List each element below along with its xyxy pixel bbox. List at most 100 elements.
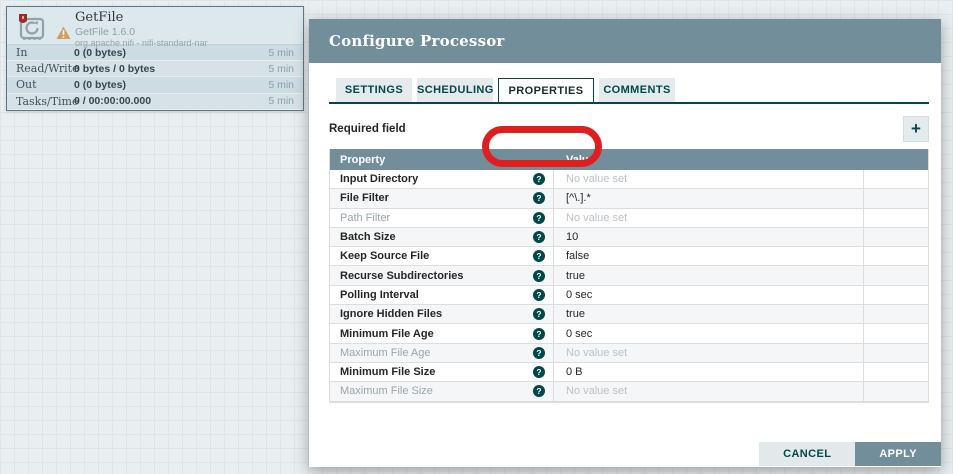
help-icon[interactable] <box>533 269 545 282</box>
property-row-extra <box>864 305 928 323</box>
property-value[interactable]: 0 sec <box>554 285 864 305</box>
dialog-tabbar: SETTINGS SCHEDULING PROPERTIES COMMENTS <box>329 78 929 104</box>
processor-stats: In 0 (0 bytes) 5 min Read/Write 0 bytes … <box>7 45 303 110</box>
column-header-value: Value <box>566 153 595 166</box>
tab-label: PROPERTIES <box>508 85 584 97</box>
processor-bundle: org.apache.nifi - nifi-standard-nar <box>75 38 208 48</box>
help-icon[interactable] <box>533 250 545 263</box>
property-row-extra <box>864 228 928 246</box>
property-row[interactable]: Keep Source File false <box>330 247 928 267</box>
property-value[interactable]: No value set <box>554 343 864 362</box>
processor-stat-row: Tasks/Time 0 / 00:00:00.000 5 min <box>7 93 303 110</box>
properties-table: Property Value Input Directory No value … <box>329 149 929 403</box>
property-row-extra <box>864 286 928 304</box>
processor-stat-row: Out 0 (0 bytes) 5 min <box>7 77 303 94</box>
property-value[interactable]: true <box>554 266 864 285</box>
properties-table-header: Property Value <box>330 149 928 170</box>
help-icon[interactable] <box>533 211 545 224</box>
stat-value: 0 (0 bytes) <box>74 46 126 59</box>
property-value[interactable]: 0 sec <box>554 324 864 343</box>
help-icon[interactable] <box>533 385 545 398</box>
property-row-extra <box>864 189 928 207</box>
cancel-button[interactable]: CANCEL <box>759 442 856 466</box>
help-icon[interactable] <box>533 308 545 321</box>
property-row[interactable]: Polling Interval 0 sec <box>330 285 928 306</box>
property-row[interactable]: Batch Size 10 <box>330 227 928 248</box>
plus-icon: + <box>911 119 921 138</box>
property-name: File Filter <box>340 192 389 205</box>
processor-stat-row: In 0 (0 bytes) 5 min <box>7 45 303 62</box>
property-row-extra <box>864 363 928 381</box>
property-row[interactable]: Minimum File Age 0 sec <box>330 324 928 344</box>
tab-label: SCHEDULING <box>417 84 494 96</box>
property-name: Path Filter <box>340 211 391 224</box>
help-icon[interactable] <box>533 231 545 244</box>
processor-icon <box>16 12 48 49</box>
property-row-extra <box>864 344 928 362</box>
property-name: Keep Source File <box>340 250 430 263</box>
tab-properties[interactable]: PROPERTIES <box>498 78 594 102</box>
stat-value: 0 bytes / 0 bytes <box>74 62 156 75</box>
help-icon[interactable] <box>533 192 545 205</box>
property-row[interactable]: Ignore Hidden Files true <box>330 305 928 325</box>
property-value[interactable]: No value set <box>554 382 864 401</box>
tab-scheduling[interactable]: SCHEDULING <box>417 78 493 102</box>
stat-window: 5 min <box>268 78 294 91</box>
tab-label: SETTINGS <box>344 84 404 96</box>
property-name: Minimum File Age <box>340 327 434 340</box>
property-name: Recurse Subdirectories <box>340 269 464 282</box>
property-value[interactable]: false <box>554 247 864 266</box>
property-row[interactable]: Minimum File Size 0 B <box>330 362 928 383</box>
help-icon[interactable] <box>533 346 545 359</box>
property-row[interactable]: Path Filter No value set <box>330 208 928 228</box>
help-icon[interactable] <box>533 288 545 301</box>
property-name: Maximum File Size <box>340 385 433 398</box>
property-value[interactable]: 0 B <box>554 362 864 382</box>
column-header-property: Property <box>340 153 386 166</box>
processor-getfile[interactable]: GetFile GetFile 1.6.0 org.apache.nifi - … <box>6 6 304 111</box>
stat-value: 0 (0 bytes) <box>74 78 126 91</box>
warning-icon[interactable] <box>56 26 71 45</box>
tab-label: COMMENTS <box>603 84 671 96</box>
property-name: Input Directory <box>340 173 419 186</box>
required-field-label: Required field <box>329 123 406 135</box>
property-value[interactable]: No value set <box>554 208 864 227</box>
property-name: Batch Size <box>340 231 396 244</box>
configure-processor-dialog: Configure Processor SETTINGS SCHEDULING … <box>309 19 941 467</box>
property-value[interactable]: [^\.].* <box>554 189 864 208</box>
property-name: Minimum File Size <box>340 366 436 379</box>
property-row-extra <box>864 209 928 227</box>
property-row-extra <box>864 266 928 284</box>
property-row[interactable]: File Filter [^\.].* <box>330 189 928 209</box>
help-icon[interactable] <box>533 366 545 379</box>
properties-table-body: Input Directory No value set File Filter… <box>330 170 928 402</box>
stat-label: In <box>16 46 28 60</box>
property-name: Maximum File Age <box>340 346 431 359</box>
property-row[interactable]: Maximum File Age No value set <box>330 343 928 363</box>
stat-window: 5 min <box>268 62 294 75</box>
tab-settings[interactable]: SETTINGS <box>336 78 412 102</box>
property-row-extra <box>864 324 928 342</box>
stat-label: Out <box>16 78 37 92</box>
property-row[interactable]: Recurse Subdirectories true <box>330 266 928 286</box>
property-row-extra <box>864 247 928 265</box>
property-row[interactable]: Input Directory No value set <box>330 170 928 190</box>
processor-header: GetFile GetFile 1.6.0 org.apache.nifi - … <box>7 7 303 48</box>
dialog-title: Configure Processor <box>309 19 941 63</box>
property-value[interactable]: 10 <box>554 227 864 247</box>
property-name: Ignore Hidden Files <box>340 308 443 321</box>
processor-type: GetFile 1.6.0 <box>75 25 136 38</box>
tab-comments[interactable]: COMMENTS <box>599 78 675 102</box>
property-name: Polling Interval <box>340 288 419 301</box>
apply-button[interactable]: APPLY <box>855 442 941 466</box>
property-value[interactable]: No value set <box>554 170 864 189</box>
stat-label: Tasks/Time <box>16 94 79 108</box>
stat-window: 5 min <box>268 95 294 108</box>
stat-value: 0 / 00:00:00.000 <box>74 95 152 108</box>
property-row[interactable]: Maximum File Size No value set <box>330 382 928 402</box>
property-value[interactable]: true <box>554 305 864 324</box>
help-icon[interactable] <box>533 327 545 340</box>
add-property-button[interactable]: + <box>903 116 929 142</box>
help-icon[interactable] <box>533 173 545 186</box>
